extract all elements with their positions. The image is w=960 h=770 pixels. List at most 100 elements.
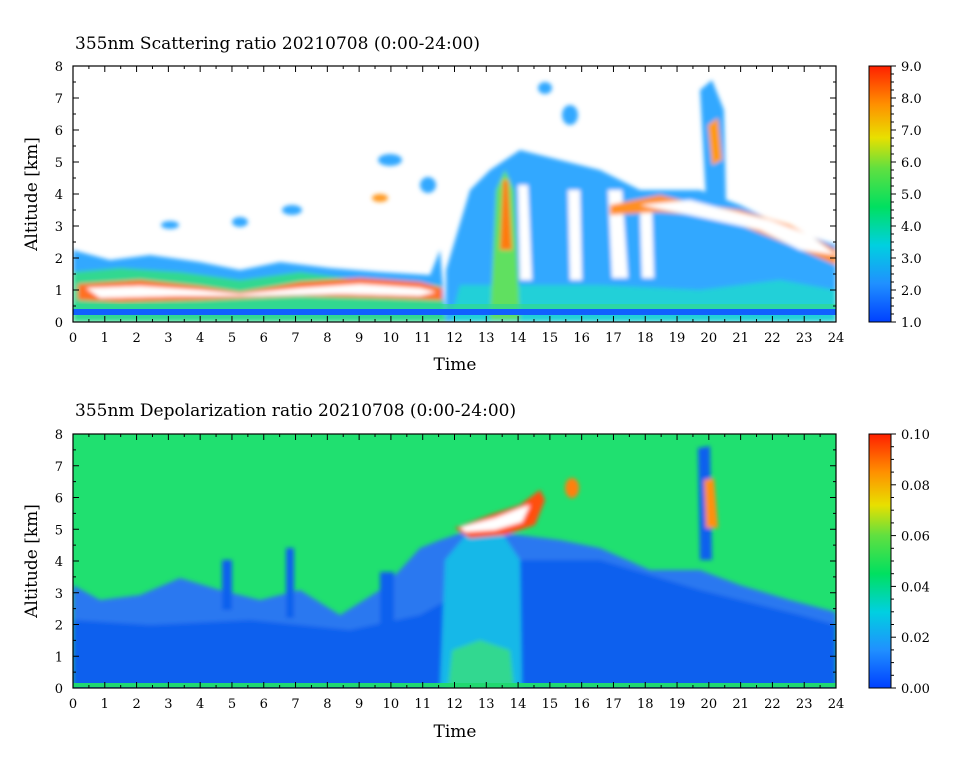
x-tick-label: 1 (101, 331, 109, 346)
x-tick-label: 8 (323, 331, 331, 346)
x-tick-label: 4 (196, 331, 204, 346)
y-tick-label: 3 (55, 220, 63, 235)
x-tick-label: 6 (260, 697, 268, 712)
colorbar-tick-label: 3.0 (901, 252, 922, 267)
x-tick-label: 23 (796, 697, 813, 712)
y-tick-label: 6 (55, 492, 63, 507)
sr-boundary-core (86, 284, 436, 298)
sr-patch-d (282, 205, 302, 215)
x-tick-label: 5 (228, 697, 236, 712)
colorbar-tick-label: 0.04 (901, 580, 930, 595)
colorbar-tick-label: 1.0 (901, 316, 922, 331)
x-tick-label: 0 (69, 697, 77, 712)
dr-col-b (286, 548, 294, 618)
y-tick-label: 5 (55, 156, 63, 171)
x-tick-label: 13 (478, 331, 495, 346)
heatmap-depolarization (73, 434, 836, 688)
x-tick-label: 5 (228, 331, 236, 346)
x-tick-label: 6 (260, 331, 268, 346)
axes-depolarization: 0 1 2 3 4 5 6 7 8 9 10 11 12 13 14 15 16 17 18 19 20 21 22 23 24… (55, 428, 845, 712)
colorbar-tick-label: 5.0 (901, 188, 922, 203)
dr-high-depol-core (460, 505, 530, 532)
y-tick-label: 7 (55, 460, 63, 475)
x-tick-label: 11 (414, 331, 431, 346)
sr-patch-f (161, 221, 179, 229)
dr-dust-green (448, 640, 514, 688)
x-tick-label: 2 (132, 697, 140, 712)
sr-surface-green (73, 304, 836, 309)
y-tick-label: 0 (55, 316, 63, 331)
x-tick-label: 22 (764, 697, 781, 712)
x-tick-label: 9 (355, 331, 363, 346)
x-tick-label: 18 (637, 331, 654, 346)
x-tick-label: 12 (446, 697, 463, 712)
y-tick-label: 0 (55, 682, 63, 697)
dr-patch-a (565, 478, 579, 498)
x-tick-label: 23 (796, 331, 813, 346)
x-tick-label: 17 (605, 697, 622, 712)
colorbar-ticks-scattering: 1.0 2.0 3.0 4.0 5.0 6.0 7.0 8.0 9.0 (891, 60, 922, 331)
colorbar-tick-label: 0.08 (901, 479, 930, 494)
sr-surface-layer (73, 309, 836, 315)
panel-title-scattering: 355nm Scattering ratio 20210708 (0:00-24… (75, 34, 480, 54)
dr-column-20h-depol (704, 478, 718, 528)
x-tick-label: 24 (828, 331, 845, 346)
x-tick-label: 24 (828, 697, 845, 712)
x-tick-label: 3 (164, 697, 172, 712)
x-tick-label: 14 (510, 331, 527, 346)
dr-col-a (222, 560, 232, 610)
colorbar-tick-label: 0.06 (901, 530, 930, 545)
sr-patch-c (378, 154, 402, 166)
x-axis-label-scattering: Time (434, 355, 477, 375)
heatmap-scattering (73, 66, 836, 322)
y-tick-label: 8 (55, 60, 63, 75)
x-tick-label: 4 (196, 697, 204, 712)
y-tick-label: 2 (55, 252, 63, 267)
sr-patch-h (372, 194, 388, 202)
colorbar-ticks-depolarization: 0.00 0.02 0.04 0.06 0.08 0.10 (891, 428, 930, 697)
panel-title-depolarization: 355nm Depolarization ratio 20210708 (0:0… (75, 401, 516, 421)
x-tick-label: 9 (355, 697, 363, 712)
sr-patch-e (232, 217, 248, 227)
y-tick-label: 4 (55, 188, 63, 203)
colorbar-tick-label: 8.0 (901, 92, 922, 107)
sr-patch-g (420, 177, 436, 193)
sr-patch-a (538, 82, 552, 94)
x-tick-label: 10 (383, 331, 400, 346)
x-tick-label: 14 (510, 697, 527, 712)
sr-upper-core (640, 200, 836, 255)
colorbar-tick-label: 0.02 (901, 631, 930, 646)
y-tick-label: 1 (55, 650, 63, 665)
x-tick-label: 19 (669, 331, 686, 346)
sr-plume-core (500, 180, 512, 250)
y-tick-label: 5 (55, 523, 63, 538)
x-tick-label: 16 (573, 331, 590, 346)
x-tick-label: 15 (542, 331, 559, 346)
x-tick-label: 8 (323, 697, 331, 712)
y-tick-label: 7 (55, 92, 63, 107)
colorbar-tick-label: 9.0 (901, 60, 922, 75)
colorbar-tick-label: 6.0 (901, 156, 922, 171)
y-tick-label: 1 (55, 284, 63, 299)
x-axis-label-depolarization: Time (434, 722, 477, 742)
x-tick-label: 16 (573, 697, 590, 712)
sr-gap-4 (640, 210, 654, 278)
sr-column-20h-core (708, 118, 722, 165)
y-tick-label: 8 (55, 428, 63, 443)
x-tick-label: 17 (605, 331, 622, 346)
colorbar-tick-label: 0.10 (901, 428, 930, 443)
x-tick-label: 2 (132, 331, 140, 346)
x-tick-label: 1 (101, 697, 109, 712)
colorbar-tick-label: 2.0 (901, 284, 922, 299)
sr-gap-2 (568, 190, 582, 280)
y-axis-label-depolarization: Altitude [km] (22, 504, 42, 619)
panel-depolarization: 355nm Depolarization ratio 20210708 (0:0… (22, 401, 930, 742)
x-tick-label: 15 (542, 697, 559, 712)
x-tick-label: 10 (383, 697, 400, 712)
x-tick-label: 0 (69, 331, 77, 346)
y-tick-label: 4 (55, 555, 63, 570)
x-tick-label: 21 (732, 697, 749, 712)
y-tick-label: 3 (55, 587, 63, 602)
y-axis-label-scattering: Altitude [km] (22, 137, 42, 252)
